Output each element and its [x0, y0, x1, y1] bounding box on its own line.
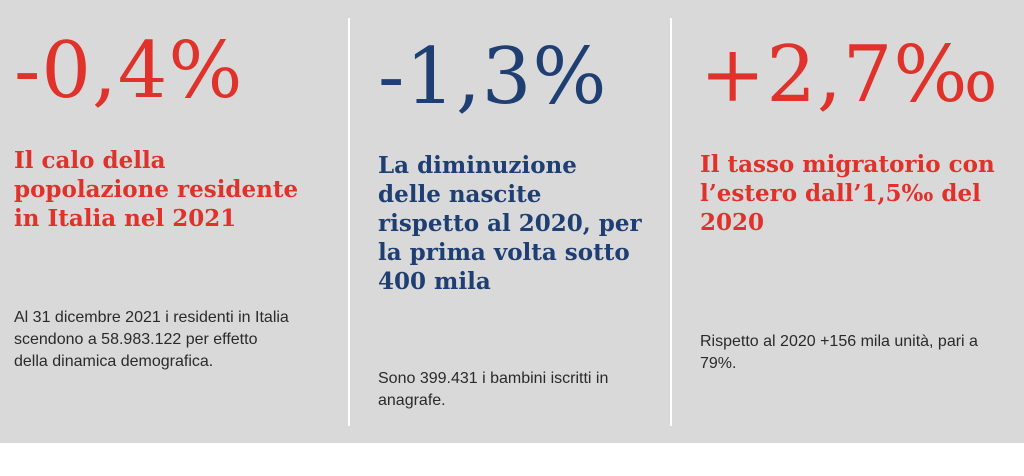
stat-description-migration: Rispetto al 2020 +156 mila unità, pari a…	[700, 333, 978, 372]
infographic-panel: -0,4% Il calo della popolazione resident…	[0, 0, 1024, 443]
stat-value-migration: +2,7‰	[700, 30, 1000, 120]
stat-headline-births: La diminuzione delle nascite rispetto al…	[378, 152, 642, 295]
stat-headline-population: Il calo della popolazione residente in I…	[14, 147, 299, 232]
stat-description-population: Al 31 dicembre 2021 i residenti in Itali…	[14, 309, 289, 370]
stat-value-population: -0,4%	[14, 26, 244, 116]
column-divider	[670, 18, 672, 426]
stat-description-births: Sono 399.431 i bambini iscritti in anagr…	[378, 370, 609, 409]
stat-headline-migration: Il tasso migratorio con l’estero dall’1,…	[700, 151, 995, 236]
stat-value-births: -1,3%	[378, 32, 608, 122]
column-divider	[348, 18, 350, 426]
